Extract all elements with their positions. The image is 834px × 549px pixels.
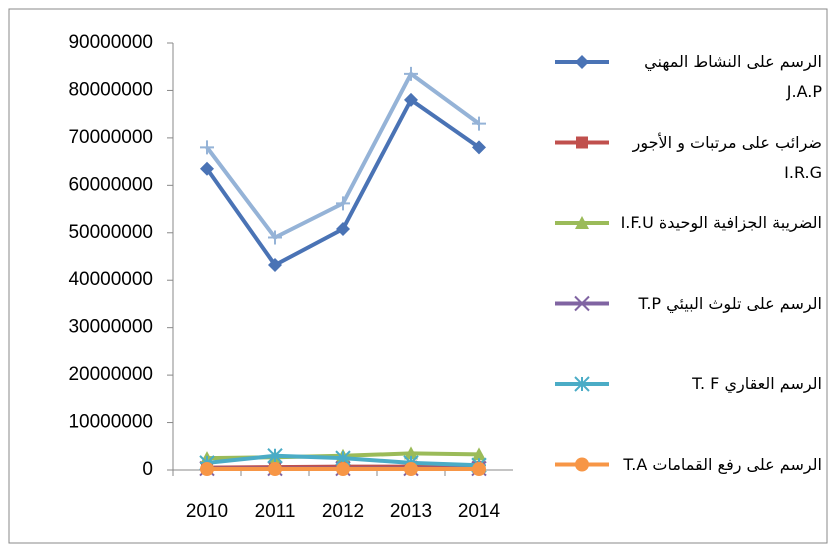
- y-tick-label: 60000000: [68, 174, 153, 195]
- marker: [200, 161, 214, 176]
- marker: [268, 462, 282, 477]
- y-tick-label: 20000000: [68, 364, 153, 385]
- marker: [472, 140, 486, 155]
- marker: [336, 196, 350, 211]
- marker: [472, 116, 486, 131]
- legend-label: الرسم على النشاط المهني J.A.P: [644, 52, 822, 101]
- marker: [404, 66, 418, 81]
- marker: [268, 258, 282, 273]
- legend-marker: [575, 55, 589, 69]
- legend-label: ضرائب على مرتبات و الأجور I.R.G: [632, 132, 822, 182]
- y-tick-label: 40000000: [68, 269, 153, 290]
- legend-marker: [574, 295, 590, 312]
- legend-marker: [575, 216, 589, 229]
- y-tick-label: 70000000: [68, 127, 153, 148]
- y-tick-label: 10000000: [68, 412, 153, 433]
- y-tick-label: 90000000: [68, 32, 153, 53]
- y-tick-label: 80000000: [68, 79, 153, 100]
- legend-label: الرسم على تلوث البيئي T.P: [638, 293, 822, 313]
- marker: [404, 92, 418, 107]
- legend-marker: [576, 136, 588, 149]
- marker: [200, 140, 214, 155]
- marker: [200, 462, 214, 477]
- x-tick-label: 2010: [186, 501, 228, 522]
- x-tick-label: 2014: [458, 501, 501, 522]
- x-tick-label: 2011: [255, 501, 296, 522]
- marker: [404, 446, 418, 460]
- legend-marker: [575, 457, 589, 472]
- legend-marker: [574, 376, 590, 392]
- legend-label: الضريبة الجزافية الوحيدة I.F.U: [620, 213, 822, 232]
- marker: [336, 462, 350, 477]
- legend-label: الرسم على رفع القمامات T.A: [623, 454, 822, 474]
- marker: [404, 462, 418, 477]
- marker: [268, 230, 282, 245]
- marker: [472, 462, 486, 477]
- marker: [472, 447, 486, 461]
- legend-label: الرسم العقاري T. F: [692, 374, 822, 393]
- marker: [335, 450, 351, 466]
- marker: [336, 221, 350, 236]
- x-tick-label: 2013: [390, 501, 432, 522]
- x-tick-label: 2012: [322, 501, 364, 522]
- y-tick-label: 30000000: [68, 317, 153, 338]
- y-tick-label: 0: [142, 459, 153, 480]
- marker: [267, 448, 283, 464]
- y-tick-label: 50000000: [68, 222, 153, 243]
